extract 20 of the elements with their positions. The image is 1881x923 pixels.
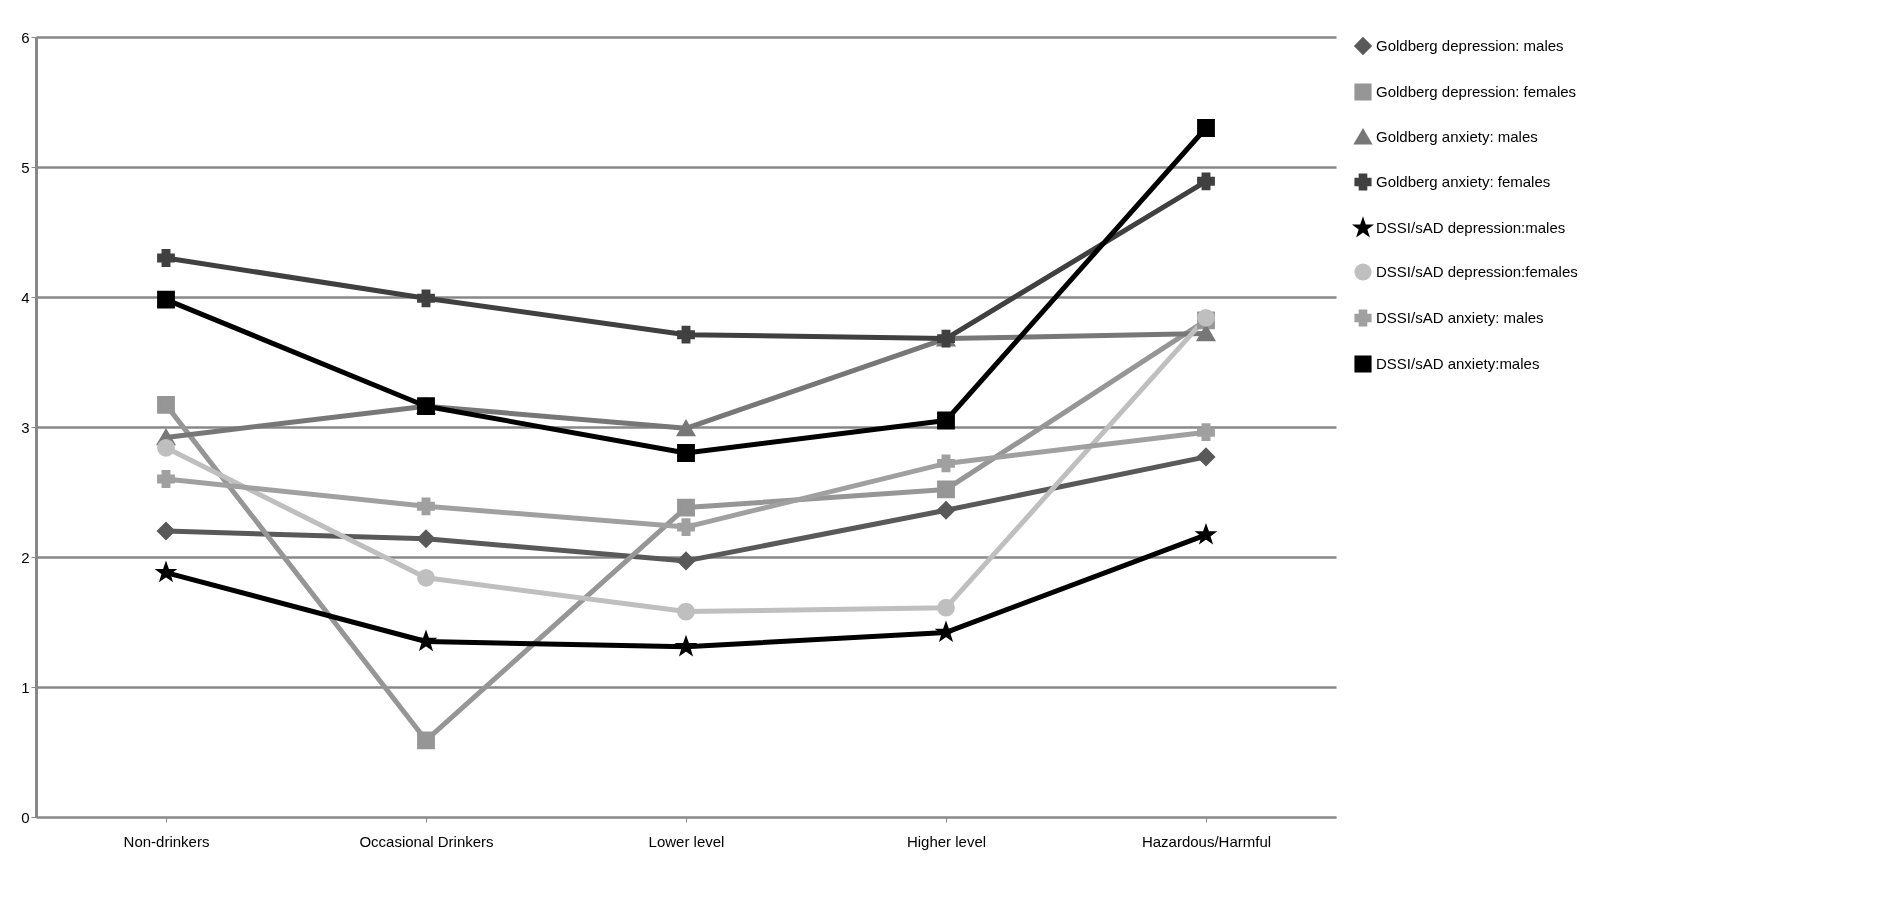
x-tick-label: Higher level xyxy=(906,832,987,850)
x-tick-label: Lower level xyxy=(648,832,725,850)
legend-label: Goldberg depression: females xyxy=(1376,83,1577,100)
legend-label: DSSI/sAD depression:males xyxy=(1376,219,1566,236)
y-tick-label: 6 xyxy=(21,28,30,46)
legend-label: Goldberg depression: males xyxy=(1376,37,1564,54)
x-tick-label: Non-drinkers xyxy=(123,832,210,850)
legend-label: DSSI/sAD depression:females xyxy=(1376,263,1578,280)
y-tick-label: 2 xyxy=(21,548,30,566)
legend-label: DSSI/sAD anxiety: males xyxy=(1376,309,1544,326)
y-tick-label: 5 xyxy=(21,158,30,176)
legend-label: DSSI/sAD anxiety:males xyxy=(1376,355,1540,372)
x-tick-label: Hazardous/Harmful xyxy=(1141,832,1272,850)
y-tick-label: 1 xyxy=(21,678,30,696)
legend-label: Goldberg anxiety: males xyxy=(1376,128,1538,145)
legend-label: Goldberg anxiety: females xyxy=(1376,173,1551,190)
y-tick-label: 3 xyxy=(21,418,30,436)
y-tick-label: 4 xyxy=(21,288,30,306)
x-tick-label: Occasional Drinkers xyxy=(359,832,494,850)
y-tick-label: 0 xyxy=(21,808,30,826)
